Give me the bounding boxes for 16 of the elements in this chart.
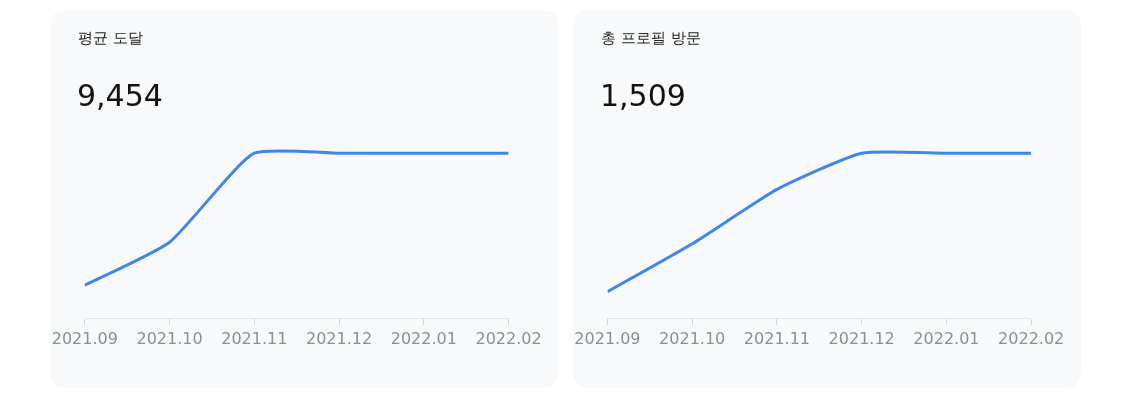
x-tick-label: 2022.01 (913, 329, 980, 349)
chart-subtitle: 1,509 (600, 78, 686, 113)
x-tick-label: 2021.10 (136, 329, 203, 349)
x-tick-label: 2021.09 (51, 329, 118, 349)
x-tick-label: 2021.10 (659, 329, 726, 349)
chart-title: 평균 도달 (78, 29, 143, 47)
x-tick-label: 2021.11 (743, 329, 811, 349)
chart-subtitle: 9,454 (77, 78, 163, 113)
x-tick-label: 2022.02 (998, 329, 1065, 349)
x-tick-label: 2021.09 (574, 329, 641, 349)
chart-title: 총 프로필 방문 (601, 29, 701, 47)
x-tick-label: 2021.11 (221, 329, 288, 349)
x-tick-label: 2021.12 (828, 329, 895, 349)
x-tick-label: 2022.01 (390, 329, 457, 349)
x-tick-label: 2022.02 (475, 329, 542, 349)
x-tick-label: 2021.12 (305, 329, 373, 349)
